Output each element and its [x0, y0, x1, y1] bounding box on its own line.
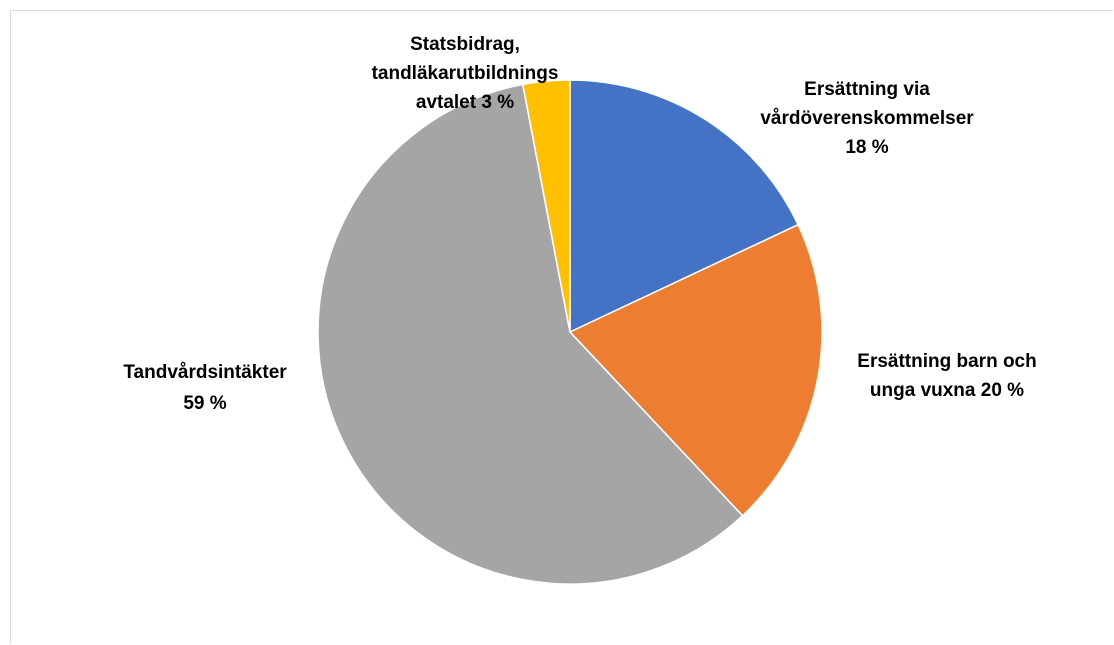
- label-line: unga vuxna 20 %: [870, 380, 1024, 401]
- slice-ersattning-barn: [568, 223, 823, 517]
- label-tandvardsintakter: Tandvårdsintäkter 59 %: [123, 362, 287, 414]
- slice-ersattning-vard: [569, 79, 800, 334]
- label-line: 18 %: [845, 137, 888, 158]
- label-line: Statsbidrag,: [410, 34, 520, 55]
- label-line: Ersättning via: [804, 79, 930, 100]
- pie-labels: Ersättning via vårdöverenskommelser 18 %Er…: [123, 34, 1036, 414]
- label-line: avtalet 3 %: [416, 92, 514, 113]
- label-line: tandläkarutbildnings: [372, 63, 559, 84]
- pie-slices: [317, 79, 823, 585]
- label-ersattning-vard: Ersättning via vårdöverenskommelser 18 %: [760, 79, 974, 158]
- label-line: vårdöverenskommelser: [760, 108, 974, 129]
- chart-frame: [10, 10, 1113, 644]
- slice-statsbidrag: [521, 79, 571, 333]
- label-ersattning-barn: Ersättning barn och unga vuxna 20 %: [857, 351, 1036, 401]
- label-line: 59 %: [183, 393, 226, 414]
- label-line: Tandvårdsintäkter: [123, 362, 287, 383]
- label-statsbidrag: Statsbidrag, tandläkarutbildnings avtalet …: [372, 34, 559, 113]
- slice-tandvardsintakter: [317, 83, 744, 585]
- label-line: Ersättning barn och: [857, 351, 1036, 372]
